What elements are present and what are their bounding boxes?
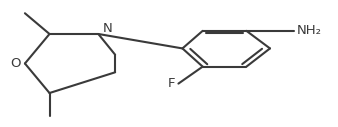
- Text: NH₂: NH₂: [297, 24, 322, 37]
- Text: O: O: [10, 57, 21, 70]
- Text: F: F: [168, 77, 175, 90]
- Text: N: N: [102, 22, 112, 35]
